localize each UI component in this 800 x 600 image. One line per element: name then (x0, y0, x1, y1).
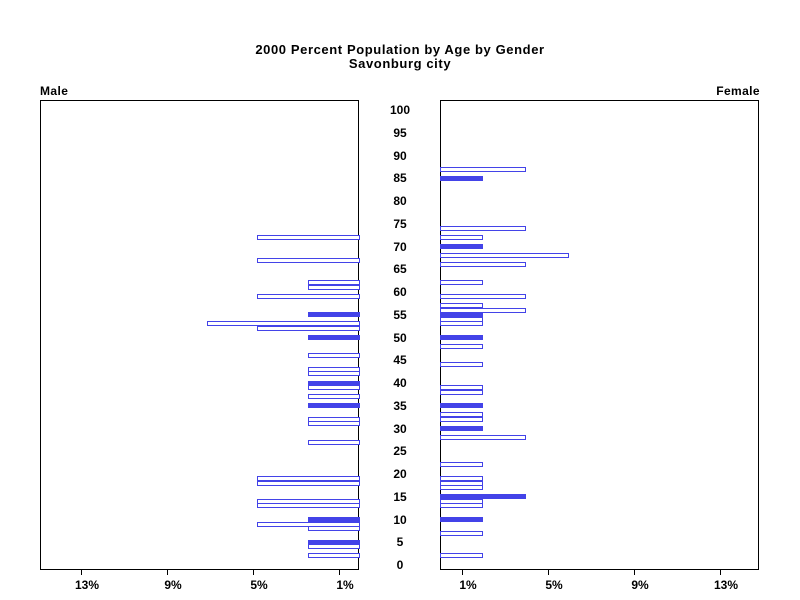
male-bar-age-37 (308, 394, 360, 399)
male-bar-age-27 (308, 440, 360, 445)
female-bar-age-33 (440, 412, 483, 417)
male-pct-tick-5 (253, 570, 254, 575)
age-axis-label-75: 75 (393, 217, 407, 231)
male-bar-age-67 (257, 258, 360, 263)
female-bar-age-53 (440, 321, 483, 326)
age-axis-label-45: 45 (393, 353, 407, 367)
male-pct-tick-1 (339, 570, 340, 575)
age-axis-label-50: 50 (393, 331, 407, 345)
female-bar-age-50 (440, 335, 483, 340)
female-bar-age-44 (440, 362, 483, 367)
female-bar-age-7 (440, 531, 483, 536)
male-pct-label-13: 13% (74, 578, 100, 592)
male-pct-label-5: 5% (250, 578, 268, 592)
chart-subtitle: Savonburg city (348, 56, 452, 71)
female-bar-age-70 (440, 244, 483, 249)
age-axis-label-0: 0 (396, 558, 404, 572)
age-axis-label-30: 30 (393, 422, 407, 436)
female-bar-age-38 (440, 390, 483, 395)
female-bar-age-22 (440, 462, 483, 467)
age-axis-label-15: 15 (393, 490, 407, 504)
female-bar-age-19 (440, 476, 483, 481)
female-bar-age-2 (440, 553, 483, 558)
male-bar-age-53 (207, 321, 360, 326)
male-bar-age-59 (257, 294, 360, 299)
female-bar-age-57 (440, 303, 483, 308)
male-bar-age-35 (308, 403, 360, 408)
male-panel-label: Male (40, 84, 69, 98)
female-bar-age-66 (440, 262, 526, 267)
female-bar-age-87 (440, 167, 526, 172)
female-bar-age-56 (440, 308, 526, 313)
female-panel-label: Female (716, 84, 760, 98)
age-axis-label-95: 95 (393, 126, 407, 140)
age-axis-label-35: 35 (393, 399, 407, 413)
female-bar-age-30 (440, 426, 483, 431)
female-bar-age-48 (440, 344, 483, 349)
male-bar-age-8 (308, 526, 360, 531)
male-pct-tick-13 (81, 570, 82, 575)
female-bar-age-85 (440, 176, 483, 181)
male-pct-tick-9 (167, 570, 168, 575)
male-bar-age-31 (308, 421, 360, 426)
age-axis-label-100: 100 (389, 103, 411, 117)
female-bar-age-72 (440, 235, 483, 240)
male-bar-age-2 (308, 553, 360, 558)
female-pct-tick-1 (462, 570, 463, 575)
female-pct-tick-9 (634, 570, 635, 575)
male-bar-age-55 (308, 312, 360, 317)
male-bar-age-39 (308, 385, 360, 390)
age-axis-label-25: 25 (393, 444, 407, 458)
male-bar-age-52 (257, 326, 360, 331)
male-pct-label-1: 1% (336, 578, 354, 592)
age-axis-label-5: 5 (396, 535, 404, 549)
age-axis-label-10: 10 (393, 513, 407, 527)
male-bar-age-10 (308, 517, 360, 522)
female-bar-age-59 (440, 294, 526, 299)
male-bar-age-61 (308, 285, 360, 290)
age-axis-label-60: 60 (393, 285, 407, 299)
female-pct-tick-5 (548, 570, 549, 575)
age-axis-label-70: 70 (393, 240, 407, 254)
male-bar-age-46 (308, 353, 360, 358)
male-bar-age-62 (308, 280, 360, 285)
female-pct-label-13: 13% (713, 578, 739, 592)
male-bar-age-18 (257, 481, 360, 486)
male-panel-frame (40, 100, 359, 570)
male-bar-age-50 (308, 335, 360, 340)
male-bar-age-4 (308, 544, 360, 549)
chart-title: 2000 Percent Population by Age by Gender (255, 42, 545, 57)
female-bar-age-17 (440, 485, 483, 490)
age-axis-label-85: 85 (393, 171, 407, 185)
male-bar-age-19 (257, 476, 360, 481)
female-bar-age-35 (440, 403, 483, 408)
male-bar-age-42 (308, 371, 360, 376)
female-pct-label-9: 9% (631, 578, 649, 592)
female-bar-age-32 (440, 417, 483, 422)
male-pct-label-9: 9% (164, 578, 182, 592)
age-axis-label-90: 90 (393, 149, 407, 163)
male-bar-age-13 (257, 503, 360, 508)
female-pct-label-5: 5% (545, 578, 563, 592)
female-bar-age-10 (440, 517, 483, 522)
female-bar-age-62 (440, 280, 483, 285)
female-bar-age-15 (440, 494, 526, 499)
age-axis-label-40: 40 (393, 376, 407, 390)
female-bar-age-39 (440, 385, 483, 390)
male-bar-age-72 (257, 235, 360, 240)
age-axis-label-65: 65 (393, 262, 407, 276)
female-bar-age-28 (440, 435, 526, 440)
age-axis-label-20: 20 (393, 467, 407, 481)
female-bar-age-68 (440, 253, 569, 258)
female-pct-tick-13 (720, 570, 721, 575)
female-pct-label-1: 1% (459, 578, 477, 592)
female-bar-age-74 (440, 226, 526, 231)
age-axis-label-55: 55 (393, 308, 407, 322)
female-bar-age-13 (440, 503, 483, 508)
female-panel-frame (440, 100, 759, 570)
age-axis-label-80: 80 (393, 194, 407, 208)
female-bar-age-55 (440, 312, 483, 317)
